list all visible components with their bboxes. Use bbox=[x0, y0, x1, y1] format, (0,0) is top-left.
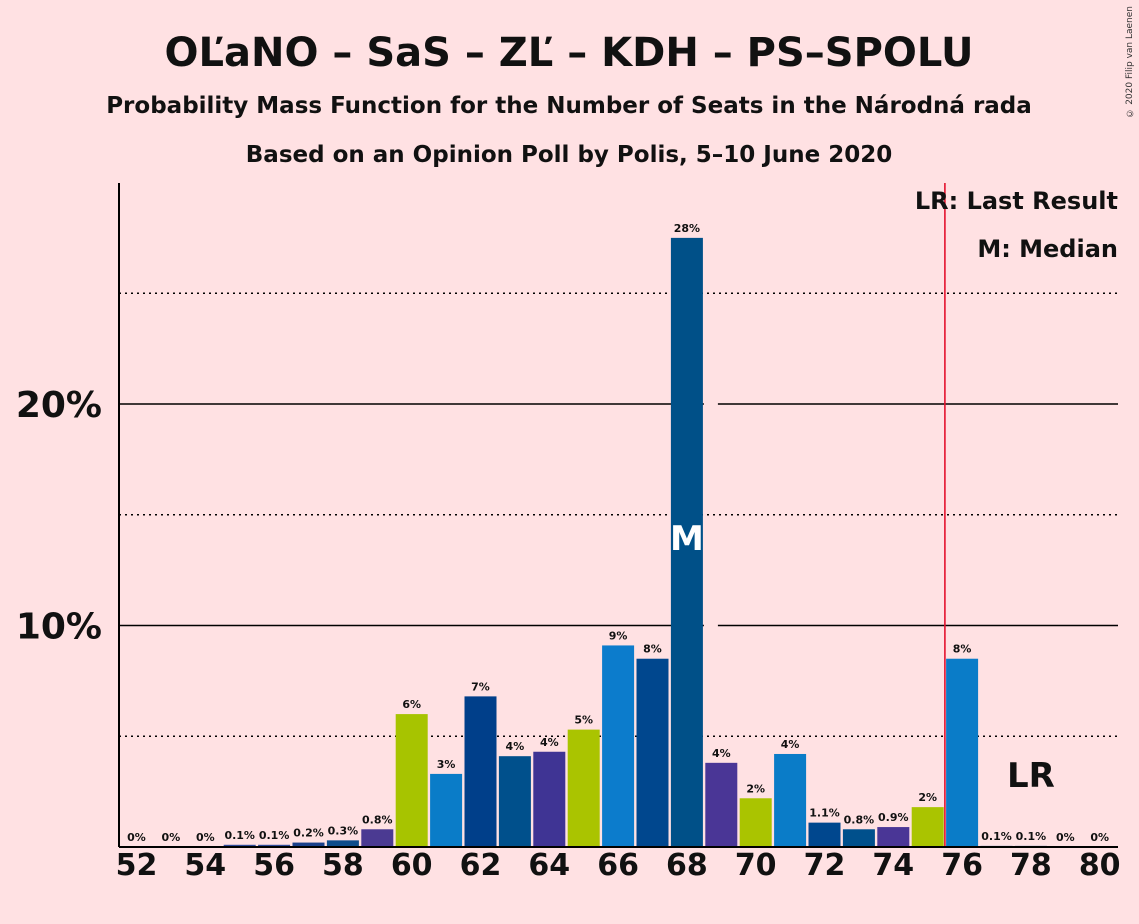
bar-label-seat-59: 0.8% bbox=[362, 813, 393, 826]
bar-label-seat-74: 0.9% bbox=[878, 811, 909, 824]
x-tick-label-74: 74 bbox=[872, 848, 914, 883]
y-tick-label-20: 20% bbox=[16, 385, 102, 426]
bar-seat-72 bbox=[808, 822, 841, 847]
bar-label-seat-62: 7% bbox=[471, 680, 490, 693]
bar-label-seat-71: 4% bbox=[781, 738, 800, 751]
bar-label-seat-64: 4% bbox=[540, 736, 559, 749]
bar-label-seat-79: 0% bbox=[1056, 831, 1075, 844]
bar-label-seat-67: 8% bbox=[643, 643, 662, 656]
bar-label-seat-60: 6% bbox=[402, 698, 421, 711]
bar-seat-58 bbox=[326, 840, 359, 847]
bar-label-seat-54: 0% bbox=[196, 831, 215, 844]
bar-label-seat-78: 0.1% bbox=[1016, 830, 1047, 843]
bar-label-seat-52: 0% bbox=[127, 831, 146, 844]
median-marker: M bbox=[670, 519, 704, 559]
x-tick-label-78: 78 bbox=[1010, 848, 1052, 883]
bar-seat-74 bbox=[877, 827, 910, 847]
bar-label-seat-65: 5% bbox=[574, 714, 593, 727]
bar-seat-75 bbox=[911, 807, 944, 847]
median-gap-10 bbox=[703, 623, 718, 628]
last-result-marker: LR bbox=[1007, 756, 1055, 796]
bar-label-seat-73: 0.8% bbox=[844, 813, 875, 826]
bar-seat-67 bbox=[636, 658, 669, 847]
x-tick-label-72: 72 bbox=[804, 848, 846, 883]
bar-label-seat-75: 2% bbox=[918, 791, 937, 804]
bar-labels-group: 0% 0% 0% 0.1% 0.1% 0.2% 0.3%0.8%6%3%7%4% 4%5%9%… bbox=[127, 222, 1109, 844]
bar-seat-62 bbox=[464, 696, 497, 847]
bar-label-seat-72: 1.1% bbox=[809, 807, 840, 820]
bar-seat-71 bbox=[774, 753, 807, 847]
bar-seat-61 bbox=[430, 773, 463, 847]
bar-seat-69 bbox=[705, 762, 738, 847]
x-tick-label-68: 68 bbox=[666, 848, 708, 883]
bar-seat-76 bbox=[946, 658, 979, 847]
legend-last-result: LR: Last Result bbox=[915, 187, 1118, 215]
bar-seat-66 bbox=[602, 645, 635, 847]
legend-median: M: Median bbox=[977, 235, 1118, 263]
chart-subtitle: Probability Mass Function for the Number… bbox=[106, 93, 1032, 119]
bar-seat-68 bbox=[670, 237, 703, 847]
axes-group: 52 54 56 58 60 62 64 66 68 70 72 74 76 78 80 10% 20% bbox=[16, 183, 1121, 883]
y-tick-label-10: 10% bbox=[16, 607, 102, 648]
bar-seat-55 bbox=[223, 844, 256, 847]
x-tick-label-60: 60 bbox=[391, 848, 433, 883]
bar-label-seat-70: 2% bbox=[746, 782, 765, 795]
bar-label-seat-57: 0.2% bbox=[293, 827, 324, 840]
bar-seat-56 bbox=[258, 844, 291, 847]
copyright-note: © 2020 Filip van Laenen bbox=[1125, 6, 1135, 118]
bar-seat-57 bbox=[292, 842, 325, 847]
bar-label-seat-69: 4% bbox=[712, 747, 731, 760]
bar-seat-65 bbox=[567, 729, 600, 847]
bar-label-seat-53: 0% bbox=[162, 831, 181, 844]
x-tick-label-70: 70 bbox=[735, 848, 777, 883]
bars-group bbox=[223, 183, 1047, 847]
chart-title: OĽaNO – SaS – ZĽ – KDH – PS–SPOLU bbox=[165, 30, 974, 76]
median-gap-20 bbox=[703, 402, 718, 406]
bar-seat-60 bbox=[395, 714, 428, 847]
chart-subtitle-poll: Based on an Opinion Poll by Polis, 5–10 … bbox=[246, 142, 892, 168]
x-tick-label-58: 58 bbox=[322, 848, 364, 883]
bar-label-seat-68: 28% bbox=[674, 222, 700, 235]
bar-seat-70 bbox=[739, 798, 772, 847]
bar-label-seat-55: 0.1% bbox=[224, 829, 255, 842]
bar-label-seat-66: 9% bbox=[609, 629, 628, 642]
x-tick-label-56: 56 bbox=[253, 848, 295, 883]
x-tick-label-76: 76 bbox=[941, 848, 983, 883]
x-tick-label-80: 80 bbox=[1079, 848, 1121, 883]
x-tick-label-64: 64 bbox=[528, 848, 570, 883]
bar-seat-64 bbox=[533, 751, 566, 847]
x-tick-label-62: 62 bbox=[460, 848, 502, 883]
bar-seat-73 bbox=[842, 829, 875, 847]
bar-label-seat-77: 0.1% bbox=[981, 830, 1012, 843]
bar-label-seat-76: 8% bbox=[953, 643, 972, 656]
bar-label-seat-63: 4% bbox=[506, 740, 525, 753]
x-tick-label-66: 66 bbox=[597, 848, 639, 883]
bar-label-seat-56: 0.1% bbox=[259, 829, 290, 842]
bar-seat-63 bbox=[498, 756, 531, 847]
bar-label-seat-58: 0.3% bbox=[328, 824, 359, 837]
x-tick-label-52: 52 bbox=[116, 848, 158, 883]
bar-label-seat-61: 3% bbox=[437, 758, 456, 771]
bar-label-seat-80: 0% bbox=[1090, 831, 1109, 844]
x-tick-label-54: 54 bbox=[184, 848, 226, 883]
bar-seat-59 bbox=[361, 829, 394, 847]
